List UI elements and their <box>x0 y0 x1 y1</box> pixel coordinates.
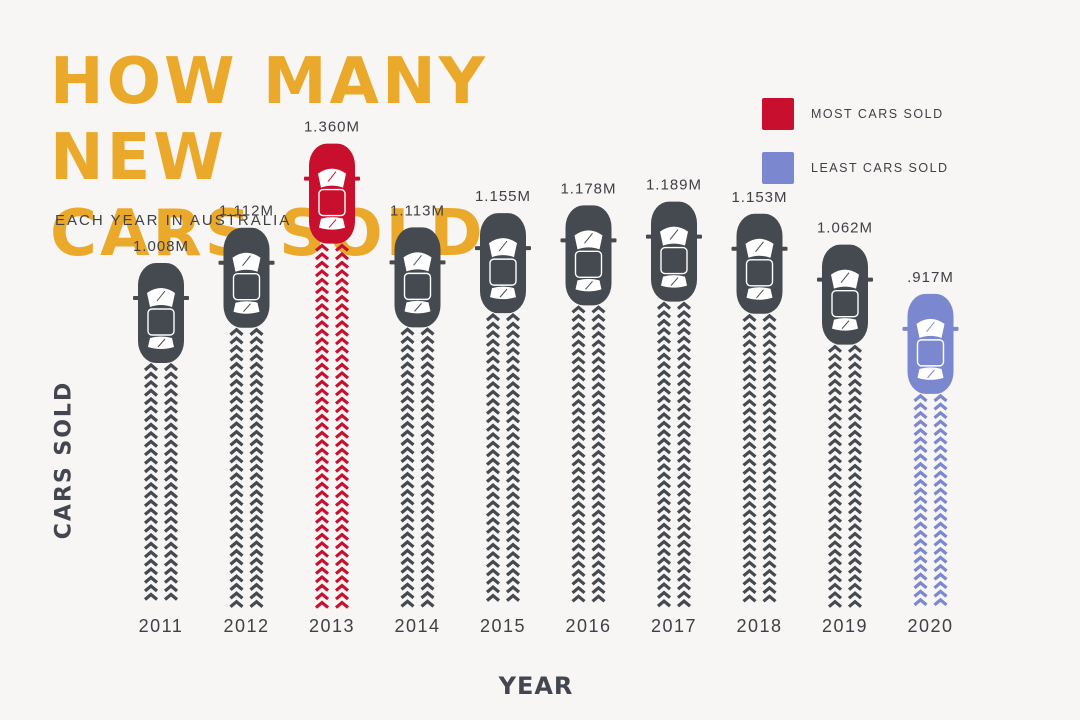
legend-label-least: LEAST CARS SOLD <box>811 161 949 175</box>
bar-2018: 1.153M 2018 <box>731 189 788 636</box>
car-icon <box>304 143 360 244</box>
bar-2020: .917M 2020 <box>902 269 959 636</box>
x-tick-label: 2012 <box>223 616 269 636</box>
car-icon <box>389 227 446 328</box>
value-label: 1.112M <box>219 203 274 220</box>
x-axis-label: YEAR <box>498 672 574 700</box>
x-tick-label: 2013 <box>309 616 355 636</box>
tyre-track <box>742 313 777 603</box>
bar-2016: 1.178M 2016 <box>560 180 617 636</box>
car-icon <box>133 263 189 363</box>
value-label: 1.113M <box>390 202 445 219</box>
bar-2017: 1.189M 2017 <box>646 177 702 636</box>
car-icon <box>646 201 702 302</box>
value-label: 1.360M <box>304 119 360 136</box>
x-tick-label: 2019 <box>822 616 868 636</box>
tyre-track <box>913 393 948 607</box>
x-tick-label: 2020 <box>907 616 953 636</box>
x-tick-label: 2015 <box>480 616 526 636</box>
chart-subtitle: EACH YEAR IN AUSTRALIA <box>55 212 292 229</box>
value-label: 1.153M <box>731 189 787 206</box>
x-tick-label: 2014 <box>394 616 440 636</box>
legend-item-most: MOST CARS SOLD <box>762 98 944 130</box>
tyre-track <box>485 313 521 602</box>
x-tick-label: 2018 <box>736 616 782 636</box>
value-label: .917M <box>907 269 954 286</box>
bar-2013: 1.360M 2013 <box>304 119 360 636</box>
value-label: 1.008M <box>133 238 189 255</box>
tyre-track <box>143 362 179 601</box>
tyre-track <box>571 305 606 603</box>
value-label: 1.178M <box>560 180 616 197</box>
value-label: 1.155M <box>475 188 531 205</box>
tyre-track <box>656 301 692 608</box>
car-icon <box>560 205 617 306</box>
x-tick-label: 2011 <box>139 616 184 636</box>
tyre-track <box>827 344 863 608</box>
value-label: 1.189M <box>646 177 702 194</box>
bar-2011: 1.008M 2011 <box>133 238 189 636</box>
legend-swatch-most <box>762 98 794 130</box>
value-label: 1.062M <box>817 220 873 237</box>
car-icon <box>475 213 531 314</box>
bar-2015: 1.155M 2015 <box>475 188 531 636</box>
bar-2019: 1.062M 2019 <box>817 220 873 636</box>
bar-2014: 1.113M 2014 <box>389 202 446 636</box>
legend-label-most: MOST CARS SOLD <box>811 107 944 121</box>
tyre-track <box>400 327 435 608</box>
legend-item-least: LEAST CARS SOLD <box>762 152 949 184</box>
title-line-1: HOW MANY NEW <box>50 45 488 195</box>
x-tick-label: 2017 <box>651 616 697 636</box>
tyre-track <box>229 327 264 608</box>
tyre-track <box>314 243 350 609</box>
car-icon <box>218 227 275 328</box>
car-icon <box>731 213 788 314</box>
x-tick-label: 2016 <box>565 616 611 636</box>
car-icon <box>902 293 959 394</box>
bar-2012: 1.112M 2012 <box>218 203 275 636</box>
legend-swatch-least <box>762 152 794 184</box>
car-icon <box>817 244 873 345</box>
